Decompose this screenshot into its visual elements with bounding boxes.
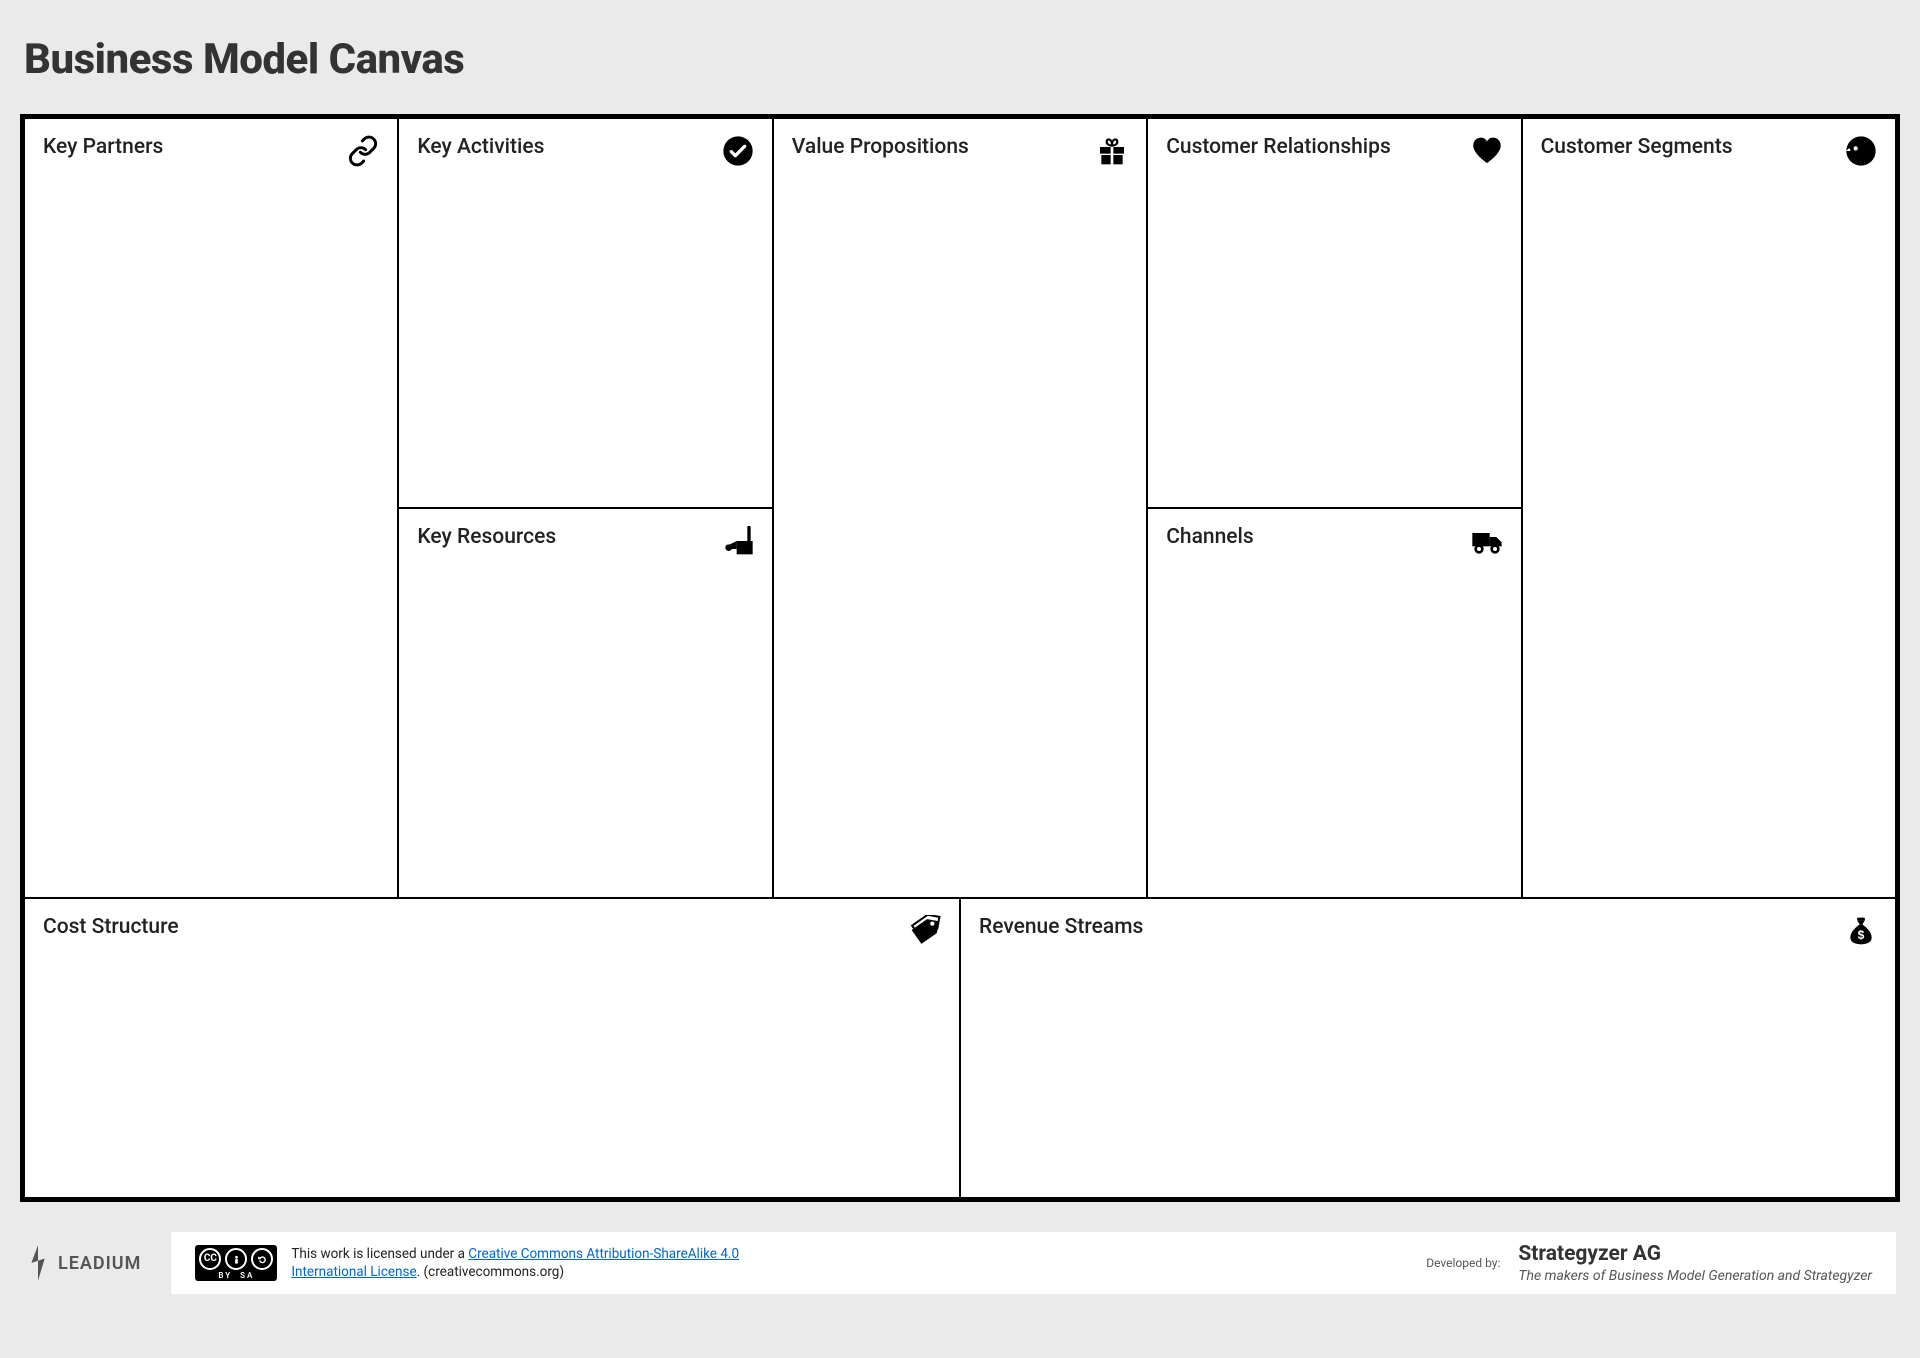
money-bag-icon: $ <box>1845 915 1877 947</box>
license-prefix: This work is licensed under a <box>291 1246 468 1262</box>
cell-title-key-resources: Key Resources <box>417 525 556 549</box>
cell-cost-structure: Cost Structure <box>24 898 960 1198</box>
license-suffix: . (creativecommons.org) <box>417 1264 564 1280</box>
price-tag-icon <box>909 915 941 947</box>
leadium-brand-text: LEADIUM <box>58 1253 141 1274</box>
cell-title-cost-structure: Cost Structure <box>43 915 179 939</box>
developed-by-name: Strategyzer AG <box>1518 1242 1872 1266</box>
cell-customer-segments: Customer Segments <box>1522 118 1896 898</box>
developed-by-label: Developed by: <box>1426 1256 1500 1270</box>
person-head-icon <box>1845 135 1877 167</box>
cell-title-revenue-streams: Revenue Streams <box>979 915 1143 939</box>
cell-channels: Channels <box>1147 508 1521 898</box>
factory-icon <box>722 525 754 557</box>
cell-value-propositions: Value Propositions <box>773 118 1147 898</box>
cell-revenue-streams: Revenue Streams $ <box>960 898 1896 1198</box>
license-text: This work is licensed under a Creative C… <box>291 1245 811 1281</box>
link-icon <box>347 135 379 167</box>
truck-icon <box>1471 525 1503 557</box>
page-title: Business Model Canvas <box>24 35 1900 84</box>
cell-title-value-propositions: Value Propositions <box>792 135 969 159</box>
cell-title-key-partners: Key Partners <box>43 135 163 159</box>
check-circle-icon <box>722 135 754 167</box>
leadium-logo: LEADIUM <box>24 1243 141 1283</box>
cc-by-label: BY <box>218 1272 232 1280</box>
cc-sa-label: SA <box>240 1272 254 1280</box>
cell-key-partners: Key Partners <box>24 118 398 898</box>
cc-badge: CC BY SA <box>195 1245 277 1281</box>
cell-key-activities: Key Activities <box>398 118 772 508</box>
cell-title-key-activities: Key Activities <box>417 135 544 159</box>
svg-text:$: $ <box>1858 928 1865 942</box>
license-box: CC BY SA This work is licensed un <box>171 1232 1896 1294</box>
business-model-canvas: Key Partners Key Activities Key Resourc <box>20 114 1900 1202</box>
cell-title-customer-segments: Customer Segments <box>1541 135 1733 159</box>
cc-cc-icon: CC <box>199 1248 221 1270</box>
gift-icon <box>1096 135 1128 167</box>
cc-sa-icon <box>251 1248 273 1270</box>
developed-by-sub: The makers of Business Model Generation … <box>1518 1268 1872 1284</box>
footer: LEADIUM CC BY SA <box>20 1232 1900 1294</box>
heart-icon <box>1471 135 1503 167</box>
cell-title-customer-relationships: Customer Relationships <box>1166 135 1391 159</box>
cell-customer-relationships: Customer Relationships <box>1147 118 1521 508</box>
cell-title-channels: Channels <box>1166 525 1254 549</box>
cell-key-resources: Key Resources <box>398 508 772 898</box>
cc-by-icon <box>225 1248 247 1270</box>
